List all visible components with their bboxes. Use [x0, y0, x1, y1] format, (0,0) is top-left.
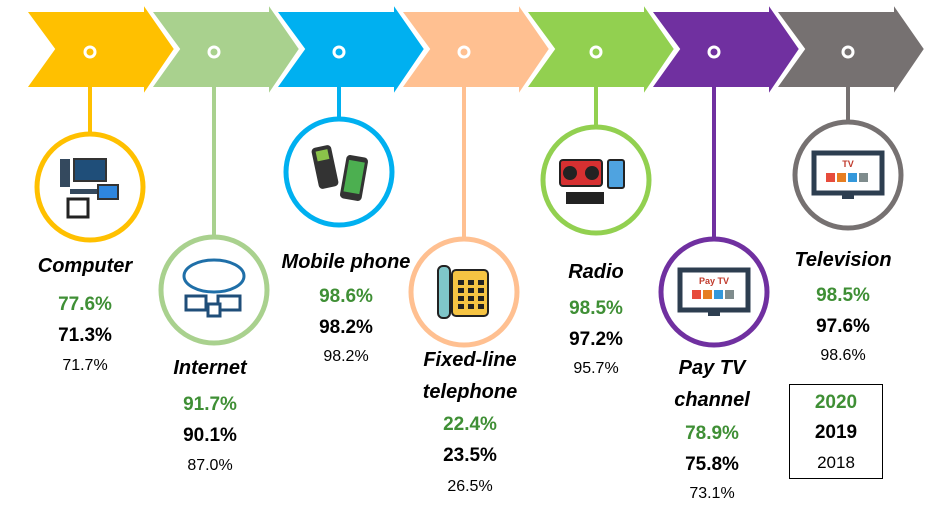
node-dot [332, 45, 346, 59]
item-0-graphic [34, 45, 146, 243]
label-radio: Radio [568, 261, 624, 283]
arrow-segment [274, 0, 427, 100]
tv-2018: 98.6% [820, 347, 866, 364]
icon-circle [283, 116, 395, 228]
mobile-2018: 98.2% [323, 348, 369, 365]
internet-2020: 91.7% [183, 394, 237, 415]
computer-2019: 71.3% [58, 325, 112, 346]
internet-2018: 87.0% [187, 457, 233, 474]
mobile-2019: 98.2% [319, 317, 373, 338]
computer-icon [60, 158, 119, 219]
paytv-2018: 73.1% [689, 485, 735, 502]
icon-circle [34, 131, 146, 243]
mobile-phone-icon [311, 145, 369, 201]
arrow-segment [149, 0, 302, 100]
radio-2018: 95.7% [573, 360, 619, 377]
item-3-graphic [408, 45, 520, 348]
item-1-graphic [158, 45, 270, 346]
label-mobile-phone: Mobile phone [281, 251, 411, 273]
fixed-2019: 23.5% [443, 445, 497, 466]
label-internet: Internet [173, 357, 247, 379]
label-television: Television [794, 249, 892, 271]
radio-2020: 98.5% [569, 298, 623, 319]
node-dot [841, 45, 855, 59]
node-dot [589, 45, 603, 59]
icon-caption: TV [842, 159, 854, 169]
node-dot [83, 45, 97, 59]
television-icon: TV [811, 150, 885, 199]
item-4-graphic [540, 45, 652, 236]
paytv-2019: 75.8% [685, 454, 739, 475]
item-5-graphic: Pay TV [658, 45, 770, 348]
mobile-2020: 98.6% [319, 286, 373, 307]
node-dot [457, 45, 471, 59]
label-fixed-line: Fixed-line [423, 349, 517, 371]
legend-2020: 2020 [814, 392, 858, 413]
radio-2019: 97.2% [569, 329, 623, 350]
cloud-network-icon [182, 258, 246, 318]
icon-caption: Pay TV [699, 276, 729, 286]
fixed-2020: 22.4% [443, 414, 497, 435]
internet-2019: 90.1% [183, 425, 237, 446]
arrow-segment [649, 0, 802, 100]
tv-2019: 97.6% [816, 316, 870, 337]
computer-2020: 77.6% [58, 294, 112, 315]
tv-2020: 98.5% [816, 285, 870, 306]
item-6-graphic: TV [792, 45, 904, 231]
computer-2018: 71.7% [62, 357, 108, 374]
arrow-segment [24, 0, 177, 100]
node-dot [707, 45, 721, 59]
item-2-graphic [283, 45, 395, 228]
node-dot [207, 45, 221, 59]
label-telephone: telephone [422, 381, 518, 403]
label-computer: Computer [37, 255, 133, 277]
paytv-2020: 78.9% [685, 423, 739, 444]
legend-2019: 2019 [814, 422, 858, 443]
pay-tv-icon: Pay TV [677, 267, 751, 316]
legend-2018: 2018 [817, 453, 855, 472]
arrow-segment [399, 0, 552, 100]
label-channel: channel [674, 389, 750, 411]
year-legend: 2020 2019 2018 [789, 384, 883, 479]
telephone-icon [437, 265, 489, 319]
fixed-2018: 26.5% [447, 478, 493, 495]
radio-icon [559, 159, 625, 204]
label-pay-tv: Pay TV [678, 357, 746, 379]
arrow-segment [774, 0, 926, 100]
